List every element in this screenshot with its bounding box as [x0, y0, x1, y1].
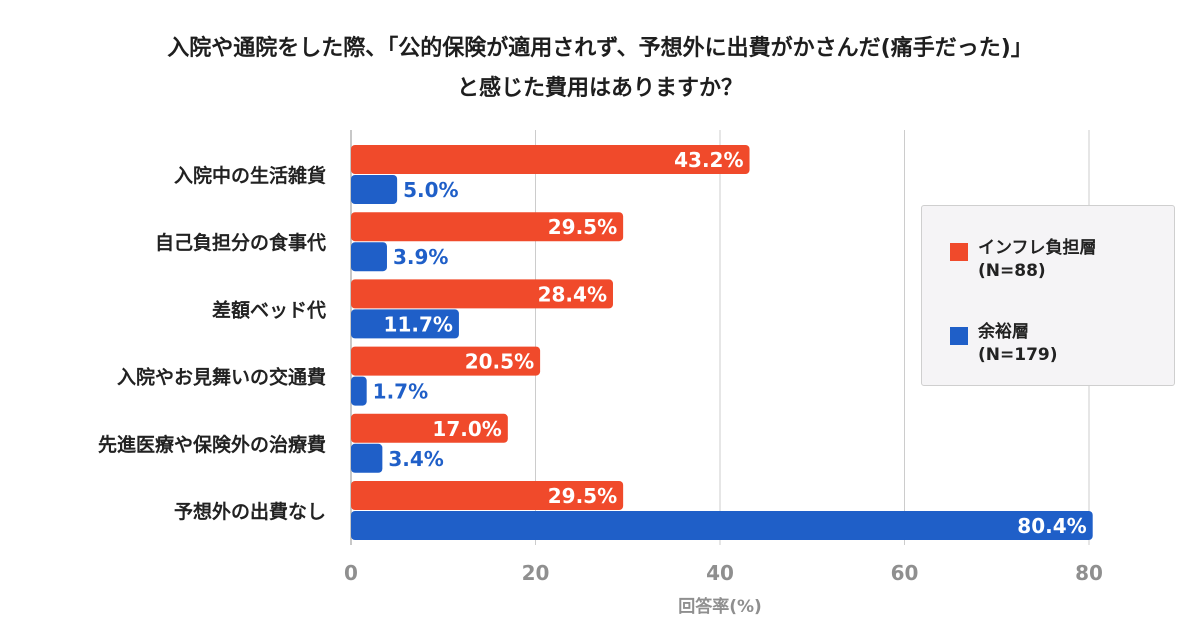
- legend-label-surplus: 余裕層 (N=179): [978, 322, 1058, 365]
- bar-surplus: [351, 242, 387, 272]
- value-label-surplus: 3.4%: [388, 447, 443, 471]
- bar-surplus: [351, 443, 383, 473]
- bar-surplus: [351, 376, 367, 406]
- value-label-inflation: 28.4%: [538, 282, 607, 306]
- bar-inflation: [351, 346, 541, 376]
- value-label-surplus: 5.0%: [403, 178, 458, 202]
- x-tick-label: 20: [522, 561, 550, 585]
- category-label: 差額ベッド代: [212, 298, 326, 321]
- category-label: 先進医療や保険外の治療費: [98, 433, 326, 456]
- bar-inflation: [351, 481, 624, 510]
- legend-swatch-surplus: [950, 327, 968, 345]
- bar-inflation: [351, 145, 750, 174]
- chart-title-line-2: と感じた費用はありますか？: [456, 76, 743, 101]
- legend: インフレ負担層 (N=88) 余裕層 (N=179): [921, 205, 1175, 386]
- x-axis-label: 回答率(%): [678, 596, 762, 617]
- category-label: 予想外の出費なし: [174, 500, 326, 523]
- bar-inflation: [351, 413, 508, 443]
- value-label-inflation: 17.0%: [432, 417, 501, 441]
- bar-surplus: [351, 309, 459, 339]
- x-tick-label: 40: [706, 561, 734, 585]
- legend-label-inflation: インフレ負担層 (N=88): [978, 238, 1097, 281]
- value-label-surplus: 80.4%: [1017, 514, 1086, 538]
- value-label-surplus: 3.9%: [393, 245, 448, 269]
- x-tick-label: 80: [1075, 561, 1103, 585]
- category-label: 入院やお見舞いの交通費: [117, 366, 326, 389]
- value-label-surplus: 1.7%: [373, 380, 428, 404]
- legend-swatch-inflation: [950, 243, 968, 261]
- value-label-surplus: 11.7%: [384, 312, 453, 336]
- bar-surplus: [351, 175, 398, 204]
- value-label-inflation: 29.5%: [548, 215, 617, 239]
- value-label-inflation: 20.5%: [465, 350, 534, 374]
- bar-inflation: [351, 212, 624, 242]
- bar-surplus: [351, 511, 1093, 540]
- category-label: 入院中の生活雑貨: [174, 164, 326, 187]
- x-tick-label: 0: [344, 561, 358, 585]
- bar-inflation: [351, 279, 613, 309]
- value-label-inflation: 43.2%: [674, 148, 743, 172]
- chart-title-line-1: 入院や通院をした際、「公的保険が適用されず、予想外に出費がかさんだ(痛手だった)…: [167, 36, 1033, 61]
- x-tick-label: 60: [891, 561, 919, 585]
- category-label: 自己負担分の食事代: [155, 231, 326, 254]
- value-label-inflation: 29.5%: [548, 484, 617, 508]
